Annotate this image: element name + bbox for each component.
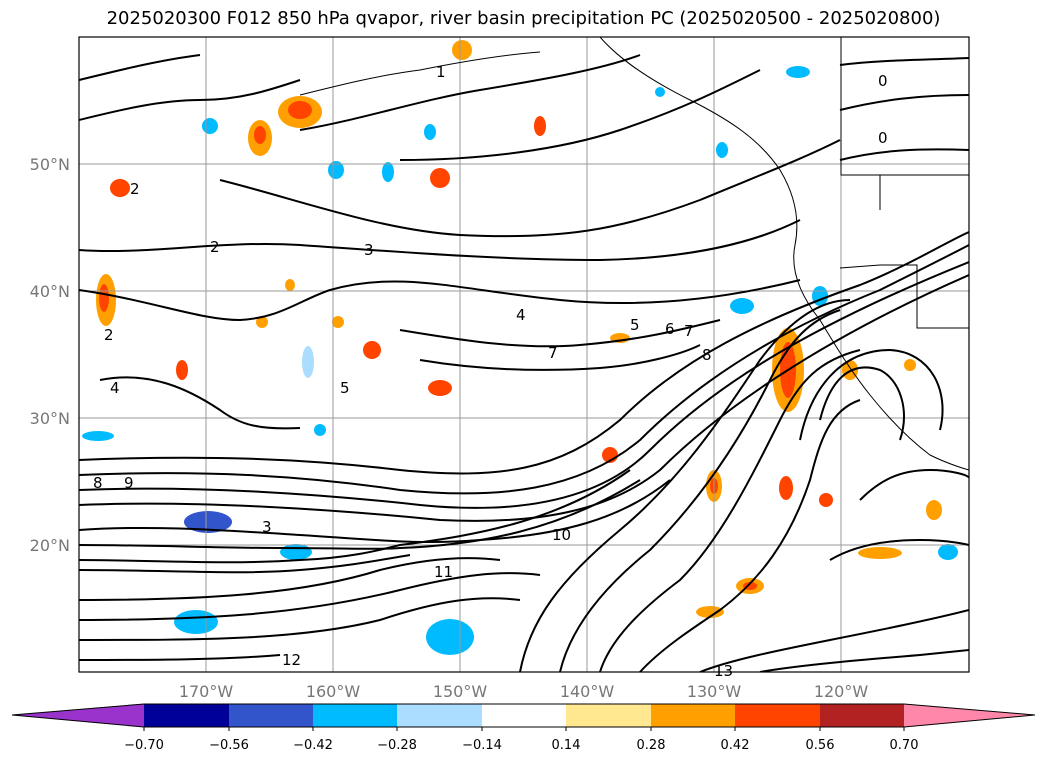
contour-label: 5 [630, 316, 640, 334]
contour-label: 8 [93, 474, 103, 492]
colorbar-segment [229, 704, 313, 727]
contour-label: 2 [130, 180, 140, 198]
contour-label: 12 [282, 651, 301, 669]
map-frame [78, 36, 970, 673]
contour-label: 4 [516, 306, 526, 324]
contour-label: 3 [364, 241, 374, 259]
lat-label: 50°N [30, 155, 70, 174]
colorbar-tick-label: −0.56 [209, 738, 249, 753]
contour-label: 8 [702, 346, 712, 364]
colorbar-segment [735, 704, 820, 727]
contour-label: 0 [878, 129, 888, 147]
contour-label: 1 [436, 63, 446, 81]
lon-label: 160°W [306, 682, 361, 701]
lon-label: 120°W [814, 682, 869, 701]
colorbar: −0.70 −0.56 −0.42 −0.28 −0.14 0.14 0.28 … [11, 703, 1036, 753]
colorbar-tick-label: 0.42 [721, 738, 750, 753]
lon-label: 150°W [433, 682, 488, 701]
contour-label: 3 [262, 518, 272, 536]
contour-label: 13 [714, 662, 733, 680]
colorbar-tick-label: −0.28 [377, 738, 417, 753]
contour-label: 10 [552, 526, 571, 544]
contour-label: 4 [110, 379, 120, 397]
lon-label: 170°W [179, 682, 234, 701]
qvapor-contours [79, 54, 969, 672]
colorbar-segment [144, 704, 229, 727]
colorbar-extend-left [12, 704, 144, 727]
lat-label: 40°N [30, 282, 70, 301]
contour-label: 11 [434, 563, 453, 581]
coastlines [299, 37, 969, 471]
colorbar-tick-label: −0.14 [462, 738, 502, 753]
contour-label: 2 [104, 326, 114, 344]
contour-label: 7 [684, 322, 694, 340]
contour-label: 5 [340, 379, 350, 397]
latitude-labels: 50°N 40°N 30°N 20°N [30, 155, 70, 555]
lat-label: 20°N [30, 536, 70, 555]
colorbar-tick-label: −0.42 [293, 738, 333, 753]
contour-label: 6 [665, 320, 675, 338]
colorbar-segment [820, 704, 904, 727]
contour-label: 7 [548, 344, 558, 362]
colorbar-extend-right [904, 704, 1035, 727]
colorbar-tick-label: 0.70 [890, 738, 919, 753]
colorbar-segment [397, 704, 482, 727]
contour-label: 9 [124, 474, 134, 492]
colorbar-segment [482, 704, 566, 727]
colorbar-tick-label: −0.70 [124, 738, 164, 753]
colorbar-tick-label: 0.14 [552, 738, 581, 753]
positive-anomaly-blobs [96, 40, 942, 618]
map-panel [79, 37, 969, 672]
colorbar-tick-label: 0.56 [806, 738, 835, 753]
colorbar-segment [566, 704, 651, 727]
contour-label: 0 [878, 72, 888, 90]
lon-label: 140°W [560, 682, 615, 701]
contour-labels: 0 0 1 2 2 2 3 3 4 4 5 5 6 7 7 8 8 9 10 1… [93, 63, 888, 680]
lon-label: 130°W [687, 682, 742, 701]
contour-label: 2 [210, 238, 220, 256]
lat-label: 30°N [30, 409, 70, 428]
colorbar-tick-label: 0.28 [637, 738, 666, 753]
longitude-labels: 170°W 160°W 150°W 140°W 130°W 120°W [179, 682, 869, 701]
colorbar-segment [651, 704, 735, 727]
colorbar-segment [313, 704, 397, 727]
map-title: 2025020300 F012 850 hPa qvapor, river ba… [106, 8, 941, 29]
